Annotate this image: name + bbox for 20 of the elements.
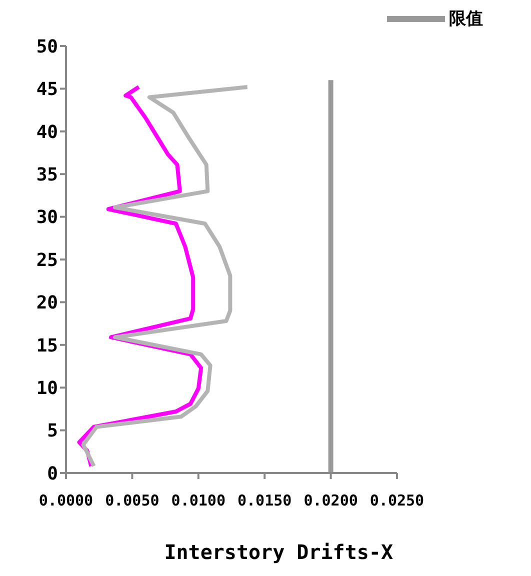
line-series <box>81 84 250 468</box>
x-tick-label: 0.0000 <box>38 492 94 510</box>
y-tick-label: 25 <box>36 250 58 271</box>
x-tick-label: 0.0100 <box>171 492 226 510</box>
y-tick-label: 20 <box>36 292 58 314</box>
x-tick-label: 0.0250 <box>370 492 424 510</box>
x-tick-label: 0.0050 <box>105 492 160 510</box>
y-tick-label: 15 <box>36 335 58 356</box>
y-tick-label: 5 <box>47 420 58 442</box>
y-tick-label: 40 <box>36 122 58 143</box>
y-tick-label: 35 <box>36 164 58 186</box>
y-tick-label: 0 <box>47 463 58 484</box>
x-tick-label: 0.0200 <box>304 492 358 510</box>
y-tick-label: 45 <box>36 79 58 100</box>
x-axis-title: Interstory Drifts-X <box>164 540 393 564</box>
legend-label: 限值 <box>449 9 483 29</box>
x-tick-label: 0.0150 <box>238 492 292 510</box>
y-tick-label: 30 <box>36 207 58 228</box>
y-tick-label: 50 <box>36 36 58 58</box>
y-tick-label: 10 <box>36 378 58 399</box>
